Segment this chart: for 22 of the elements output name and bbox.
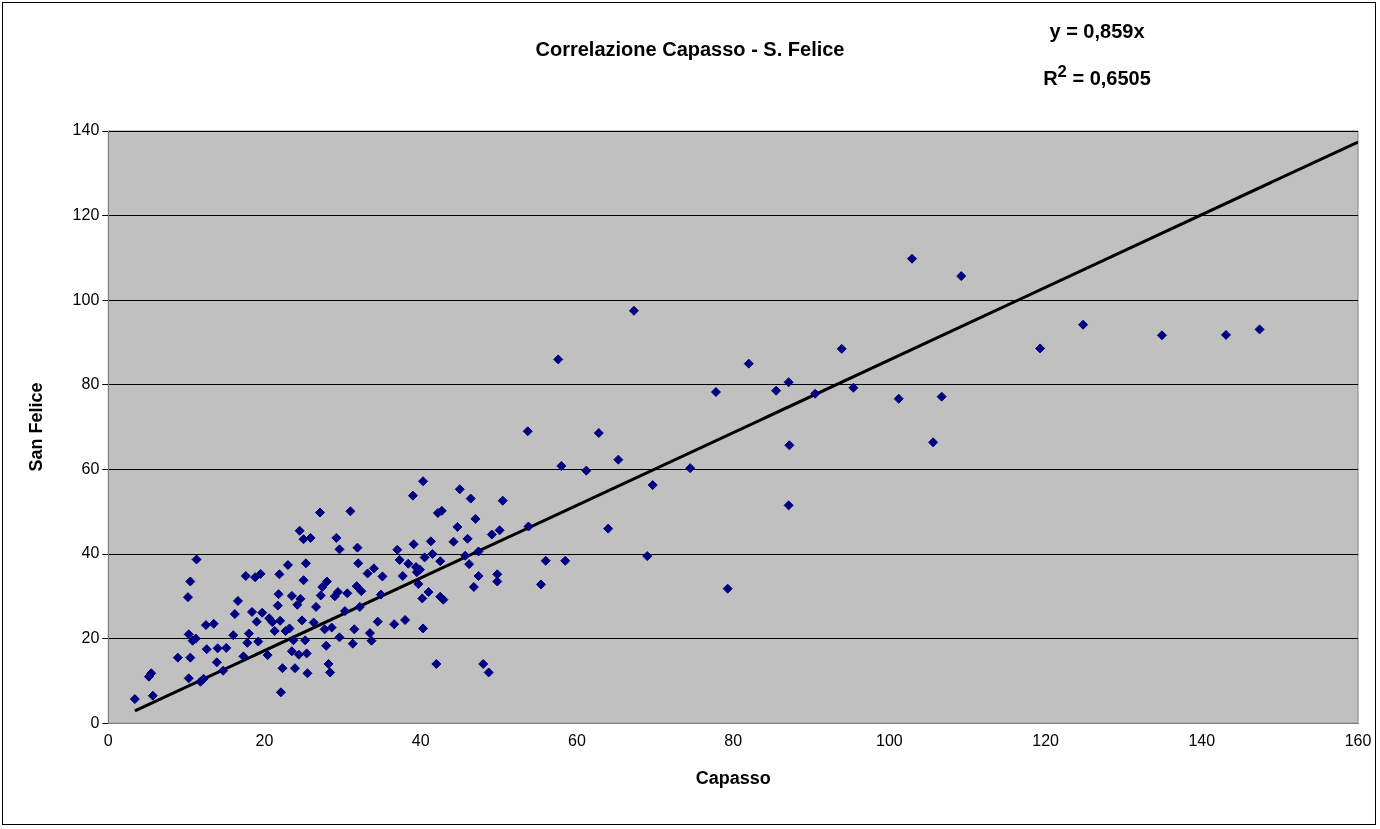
text: R$^{2}$ = 0,6505	[1043, 62, 1151, 90]
chart-title: Correlazione Capasso - S. Felice	[535, 37, 845, 60]
x-tick-label: 120	[1032, 732, 1060, 750]
x-tick-label: 40	[411, 732, 430, 750]
x-tick-label: 140	[1188, 732, 1216, 750]
x-tick-label: 160	[1344, 732, 1372, 750]
y-tick-label: 120	[72, 206, 100, 224]
y-tick-label: 100	[72, 290, 100, 308]
x-tick-label: 100	[876, 732, 903, 750]
y-tick-label: 40	[81, 544, 100, 562]
y-tick-label: 140	[72, 121, 100, 139]
y-tick-label: 60	[81, 459, 100, 477]
x-tick-label: 60	[568, 732, 586, 750]
text: y = 0,859x	[1049, 20, 1145, 43]
y-tick-label: 80	[81, 375, 100, 393]
x-tick-label: 20	[255, 732, 274, 750]
x-axis-title: Capasso	[695, 768, 771, 789]
y-tick-label: 0	[90, 713, 100, 731]
x-tick-label: 0	[103, 732, 113, 750]
y-axis-title: San Felice	[25, 382, 46, 472]
x-tick-label: 80	[724, 732, 743, 750]
y-tick-label: 20	[81, 629, 100, 647]
